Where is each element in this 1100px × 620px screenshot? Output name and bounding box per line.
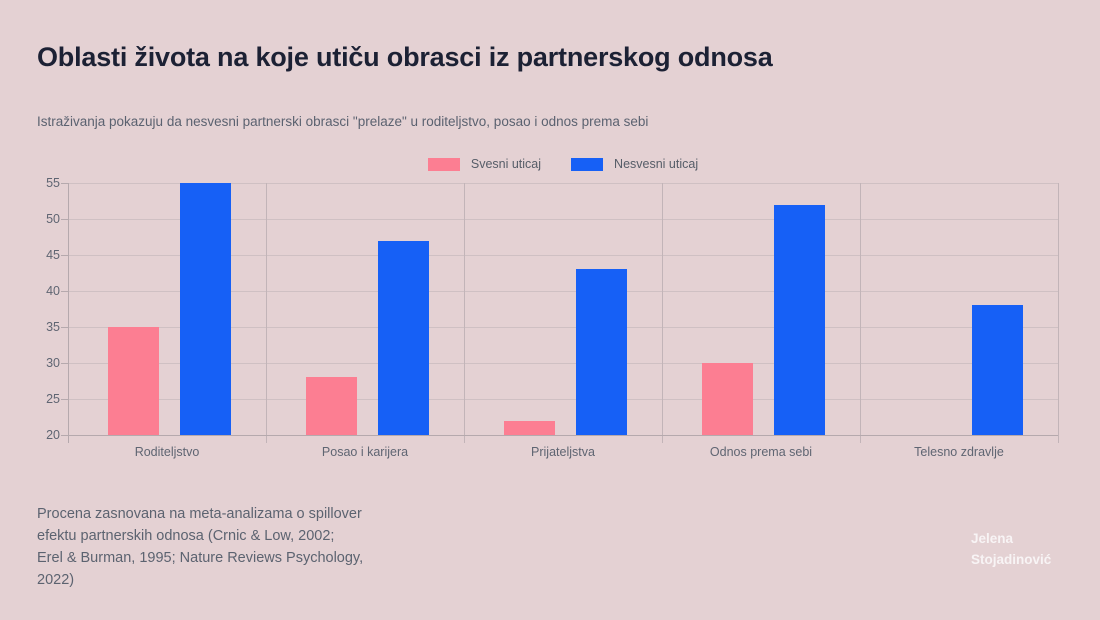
- category-separator-line: [464, 183, 465, 443]
- source-note-line: Procena zasnovana na meta-analizama o sp…: [37, 506, 362, 522]
- y-gridline: [68, 291, 1058, 292]
- author-signature-line: Stojadinović: [971, 552, 1052, 567]
- x-axis-line: [68, 435, 1058, 436]
- y-axis-tick-label: 50: [46, 212, 60, 226]
- y-axis-tick-label: 35: [46, 320, 60, 334]
- legend-label: Nesvesni uticaj: [614, 157, 699, 171]
- category-separator-line: [1058, 183, 1059, 443]
- source-note: Procena zasnovana na meta-analizama o sp…: [37, 503, 363, 591]
- page-subtitle: Istraživanja pokazuju da nesvesni partne…: [37, 114, 649, 129]
- y-gridline: [68, 327, 1058, 328]
- y-gridline: [68, 183, 1058, 184]
- y-gridline: [68, 255, 1058, 256]
- legend-label: Svesni uticaj: [470, 157, 542, 171]
- y-axis-tick-label: 55: [46, 176, 60, 190]
- y-axis-tick-label: 45: [46, 248, 60, 262]
- category-separator-line: [860, 183, 861, 443]
- x-axis-category-label: Telesno zdravlje: [914, 445, 1004, 459]
- x-axis-category-label: Posao i karijera: [321, 445, 409, 459]
- category-separator-line: [266, 183, 267, 443]
- legend-item: Nesvesni uticaj: [571, 157, 698, 171]
- y-axis-tick: [61, 435, 68, 436]
- bar-svesni-uticaj: [306, 377, 357, 435]
- y-gridline: [68, 363, 1058, 364]
- y-axis-line: [68, 183, 69, 443]
- y-axis-tick-label: 40: [46, 284, 60, 298]
- y-axis-tick: [61, 219, 68, 220]
- y-axis-tick: [61, 183, 68, 184]
- author-signature: Jelena Stojadinović: [971, 528, 1051, 570]
- y-gridline: [68, 399, 1058, 400]
- source-note-line: Erel & Burman, 1995; Nature Reviews Psyc…: [37, 550, 364, 566]
- y-axis-tick: [61, 255, 68, 256]
- y-axis-tick-label: 30: [46, 356, 60, 370]
- y-axis-tick-label: 25: [46, 392, 60, 406]
- author-signature-line: Jelena: [971, 531, 1014, 546]
- bar-svesni-uticaj: [108, 327, 159, 435]
- source-note-line: efektu partnerskih odnosa (Crnic & Low, …: [37, 528, 335, 544]
- bar-svesni-uticaj: [504, 421, 555, 435]
- y-axis-tick: [61, 291, 68, 292]
- source-note-line: 2022): [37, 572, 75, 588]
- bar-svesni-uticaj: [702, 363, 753, 435]
- legend-swatch-icon: [571, 157, 604, 171]
- y-axis-tick: [61, 399, 68, 400]
- page-title: Oblasti života na koje utiču obrasci iz …: [37, 42, 773, 72]
- x-axis-category-label: Roditeljstvo: [134, 445, 200, 459]
- bar-nesvesni-uticaj: [180, 183, 231, 435]
- y-axis-tick: [61, 327, 68, 328]
- chart-legend: Svesni uticaj Nesvesni uticaj: [68, 157, 1058, 171]
- bar-nesvesni-uticaj: [576, 269, 627, 435]
- legend-item: Svesni uticaj: [427, 157, 542, 171]
- category-separator-line: [662, 183, 663, 443]
- x-axis-category-label: Prijateljstva: [531, 445, 595, 459]
- bar-chart: 20 25 30 35 40 45 50 55 Roditeljstvo Posao i kari…: [46, 176, 1059, 459]
- legend-swatch-icon: [427, 157, 460, 171]
- y-axis-tick: [61, 363, 68, 364]
- y-axis-tick-label: 20: [46, 428, 60, 442]
- bar-nesvesni-uticaj: [774, 205, 825, 435]
- bar-nesvesni-uticaj: [972, 305, 1023, 435]
- bar-nesvesni-uticaj: [378, 241, 429, 435]
- x-axis-category-label: Odnos prema sebi: [709, 445, 813, 459]
- y-gridline: [68, 219, 1058, 220]
